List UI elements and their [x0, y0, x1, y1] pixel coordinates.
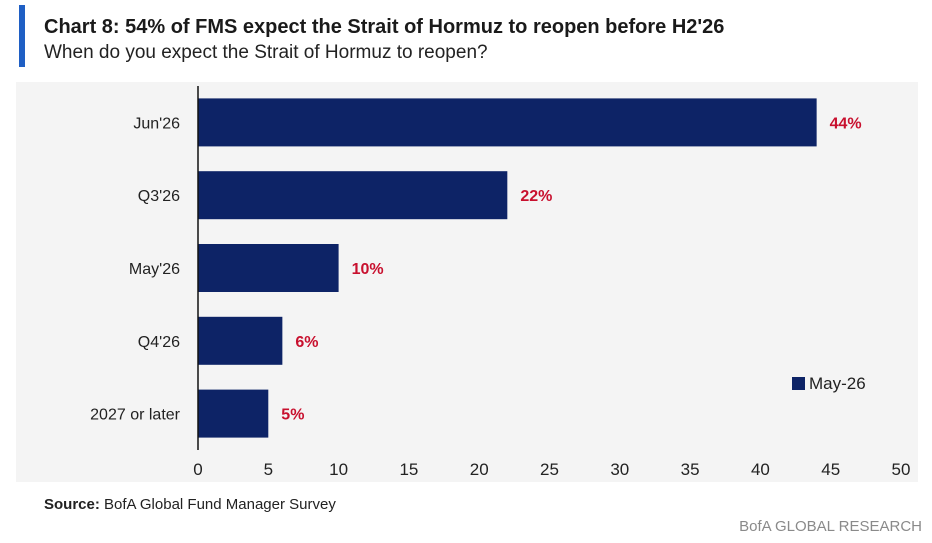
x-tick-label-5: 25 — [540, 460, 559, 479]
category-label-1: Q3'26 — [138, 188, 180, 205]
brand-footer: BofA GLOBAL RESEARCH — [739, 518, 922, 535]
data-label-4: 5% — [281, 407, 304, 424]
legend-swatch — [792, 377, 805, 390]
source-text: BofA Global Fund Manager Survey — [99, 496, 336, 513]
x-tick-label-6: 30 — [610, 460, 629, 479]
chart-subtitle: When do you expect the Strait of Hormuz … — [44, 42, 488, 63]
category-label-2: May'26 — [129, 261, 180, 278]
bar-1 — [198, 171, 508, 220]
bar-2 — [198, 244, 339, 292]
chart-title: Chart 8: 54% of FMS expect the Strait of… — [44, 16, 725, 38]
x-tick-label-1: 5 — [264, 460, 273, 479]
x-tick-label-8: 40 — [751, 460, 770, 479]
data-label-1: 22% — [520, 188, 552, 205]
bar-3 — [198, 316, 283, 365]
x-tick-label-10: 50 — [892, 460, 911, 479]
category-label-0: Jun'26 — [133, 115, 180, 132]
bar-0 — [198, 98, 817, 147]
data-label-3: 6% — [295, 334, 318, 351]
plot-background — [16, 82, 918, 482]
bar-4 — [198, 389, 269, 438]
x-tick-label-4: 20 — [470, 460, 489, 479]
source-label: Source: — [44, 496, 100, 513]
x-tick-label-2: 10 — [329, 460, 348, 479]
source-note: Source: BofA Global Fund Manager Survey — [44, 496, 336, 513]
data-label-0: 44% — [830, 115, 862, 132]
x-tick-label-3: 15 — [399, 460, 418, 479]
title-accent-bar — [19, 5, 25, 67]
data-label-2: 10% — [352, 261, 384, 278]
x-tick-label-7: 35 — [681, 460, 700, 479]
category-label-3: Q4'26 — [138, 334, 180, 351]
x-tick-label-0: 0 — [193, 460, 202, 479]
legend-label: May-26 — [809, 374, 866, 393]
x-tick-label-9: 45 — [821, 460, 840, 479]
category-label-4: 2027 or later — [90, 407, 181, 424]
